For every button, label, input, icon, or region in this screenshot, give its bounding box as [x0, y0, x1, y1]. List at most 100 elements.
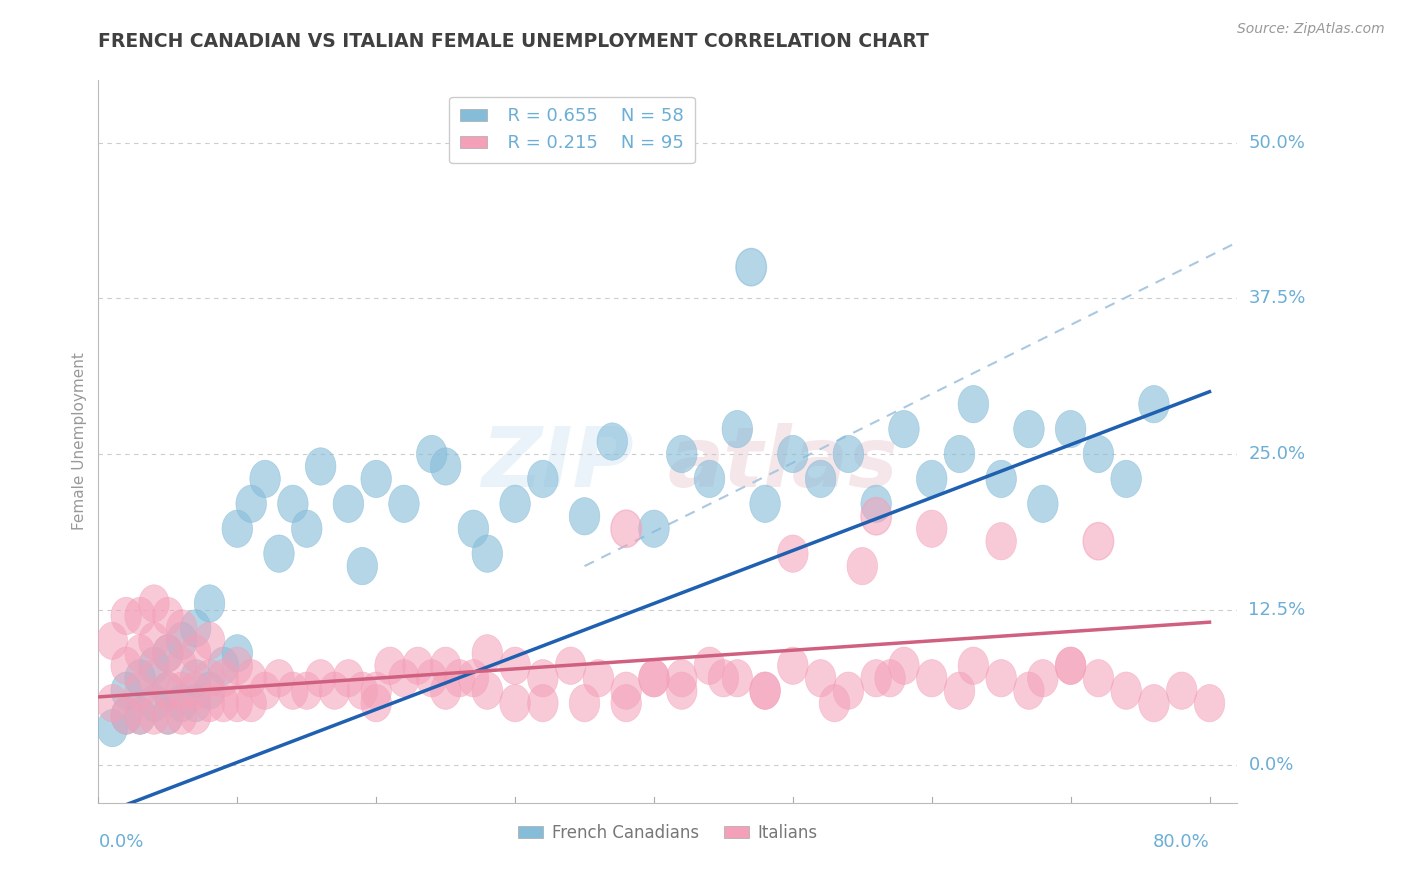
- Ellipse shape: [527, 460, 558, 498]
- Ellipse shape: [208, 659, 239, 697]
- Ellipse shape: [166, 623, 197, 659]
- Ellipse shape: [111, 647, 142, 684]
- Ellipse shape: [458, 659, 489, 697]
- Ellipse shape: [1056, 647, 1085, 684]
- Ellipse shape: [111, 672, 142, 709]
- Ellipse shape: [125, 672, 156, 709]
- Ellipse shape: [194, 684, 225, 722]
- Ellipse shape: [749, 672, 780, 709]
- Ellipse shape: [180, 634, 211, 672]
- Ellipse shape: [291, 510, 322, 548]
- Ellipse shape: [125, 697, 156, 734]
- Ellipse shape: [917, 510, 948, 548]
- Text: 25.0%: 25.0%: [1249, 445, 1306, 463]
- Ellipse shape: [806, 460, 837, 498]
- Ellipse shape: [583, 659, 613, 697]
- Ellipse shape: [735, 249, 766, 285]
- Ellipse shape: [889, 647, 920, 684]
- Ellipse shape: [860, 485, 891, 523]
- Ellipse shape: [917, 460, 948, 498]
- Ellipse shape: [166, 684, 197, 722]
- Ellipse shape: [806, 659, 837, 697]
- Ellipse shape: [166, 697, 197, 734]
- Ellipse shape: [236, 684, 267, 722]
- Ellipse shape: [1028, 485, 1059, 523]
- Ellipse shape: [527, 684, 558, 722]
- Ellipse shape: [458, 510, 489, 548]
- Ellipse shape: [153, 672, 183, 709]
- Ellipse shape: [860, 659, 891, 697]
- Ellipse shape: [612, 510, 641, 548]
- Ellipse shape: [375, 647, 405, 684]
- Ellipse shape: [111, 598, 142, 634]
- Text: FRENCH CANADIAN VS ITALIAN FEMALE UNEMPLOYMENT CORRELATION CHART: FRENCH CANADIAN VS ITALIAN FEMALE UNEMPL…: [98, 32, 929, 52]
- Ellipse shape: [527, 659, 558, 697]
- Ellipse shape: [97, 684, 128, 722]
- Ellipse shape: [666, 435, 697, 473]
- Ellipse shape: [194, 585, 225, 623]
- Ellipse shape: [986, 523, 1017, 560]
- Ellipse shape: [1167, 672, 1197, 709]
- Ellipse shape: [264, 535, 294, 573]
- Ellipse shape: [695, 460, 725, 498]
- Ellipse shape: [1111, 672, 1142, 709]
- Ellipse shape: [666, 659, 697, 697]
- Ellipse shape: [180, 672, 211, 709]
- Text: 0.0%: 0.0%: [1249, 756, 1294, 774]
- Ellipse shape: [1056, 410, 1085, 448]
- Ellipse shape: [361, 460, 391, 498]
- Ellipse shape: [153, 634, 183, 672]
- Ellipse shape: [957, 647, 988, 684]
- Text: 0.0%: 0.0%: [98, 833, 143, 851]
- Ellipse shape: [361, 672, 391, 709]
- Ellipse shape: [1194, 684, 1225, 722]
- Ellipse shape: [430, 672, 461, 709]
- Ellipse shape: [166, 672, 197, 709]
- Ellipse shape: [612, 672, 641, 709]
- Text: 80.0%: 80.0%: [1153, 833, 1209, 851]
- Ellipse shape: [153, 672, 183, 709]
- Ellipse shape: [125, 598, 156, 634]
- Ellipse shape: [612, 684, 641, 722]
- Text: 12.5%: 12.5%: [1249, 600, 1306, 619]
- Ellipse shape: [778, 435, 808, 473]
- Ellipse shape: [222, 510, 253, 548]
- Ellipse shape: [723, 659, 752, 697]
- Ellipse shape: [638, 510, 669, 548]
- Ellipse shape: [125, 634, 156, 672]
- Ellipse shape: [638, 659, 669, 697]
- Ellipse shape: [917, 659, 948, 697]
- Ellipse shape: [250, 672, 280, 709]
- Ellipse shape: [569, 498, 600, 535]
- Ellipse shape: [222, 684, 253, 722]
- Ellipse shape: [180, 684, 211, 722]
- Ellipse shape: [236, 659, 267, 697]
- Ellipse shape: [305, 448, 336, 485]
- Ellipse shape: [194, 659, 225, 697]
- Ellipse shape: [153, 697, 183, 734]
- Ellipse shape: [666, 672, 697, 709]
- Ellipse shape: [499, 647, 530, 684]
- Ellipse shape: [139, 659, 169, 697]
- Ellipse shape: [97, 709, 128, 747]
- Ellipse shape: [125, 697, 156, 734]
- Ellipse shape: [111, 697, 142, 734]
- Ellipse shape: [416, 659, 447, 697]
- Ellipse shape: [139, 697, 169, 734]
- Ellipse shape: [166, 647, 197, 684]
- Ellipse shape: [277, 672, 308, 709]
- Ellipse shape: [347, 548, 378, 585]
- Ellipse shape: [416, 435, 447, 473]
- Ellipse shape: [889, 410, 920, 448]
- Ellipse shape: [1028, 659, 1059, 697]
- Ellipse shape: [111, 697, 142, 734]
- Ellipse shape: [472, 672, 502, 709]
- Ellipse shape: [860, 498, 891, 535]
- Ellipse shape: [695, 647, 725, 684]
- Ellipse shape: [444, 659, 475, 697]
- Ellipse shape: [139, 684, 169, 722]
- Ellipse shape: [1111, 460, 1142, 498]
- Ellipse shape: [957, 385, 988, 423]
- Text: ZIP: ZIP: [481, 423, 634, 504]
- Ellipse shape: [277, 485, 308, 523]
